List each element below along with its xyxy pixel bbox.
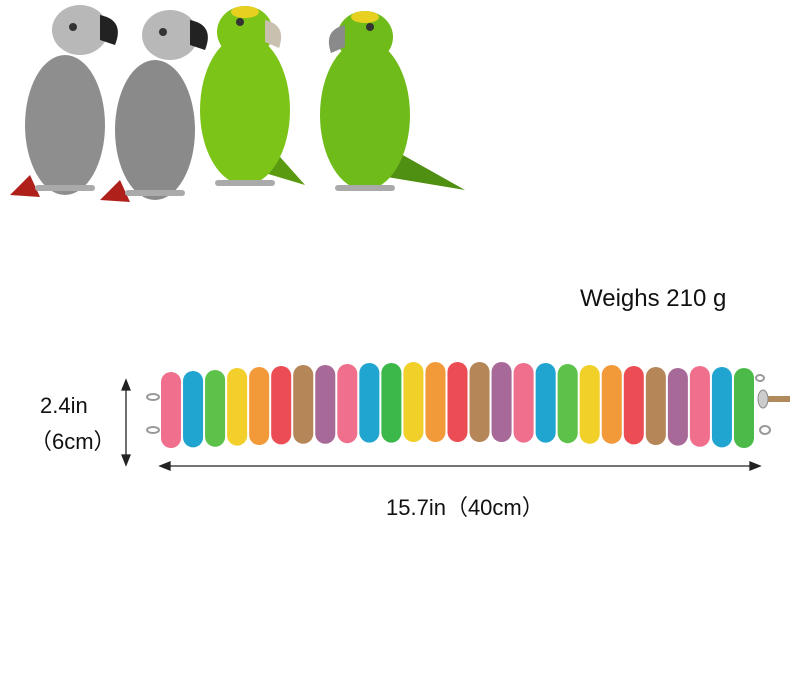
ladder-stick (623, 366, 644, 445)
ladder-stick (271, 366, 292, 445)
height-arrow (121, 378, 131, 467)
height-label-inches: 2.4in (40, 393, 88, 418)
ladder-stick (205, 370, 226, 447)
ladder-stick (579, 365, 600, 444)
parrot (100, 10, 208, 202)
parrot (10, 5, 118, 197)
ladder-stick (667, 368, 688, 446)
ladder-stick (491, 362, 512, 442)
ladder-stick (249, 367, 270, 445)
wing-nut-bolt (757, 389, 790, 409)
ladder-stick (227, 368, 248, 446)
ladder-stick (645, 367, 666, 445)
ladder-stick (557, 364, 578, 444)
parrot (320, 11, 465, 191)
width-label: 15.7in（40cm） (386, 495, 544, 520)
ladder-sticks (161, 362, 754, 448)
ladder-stick (469, 362, 490, 442)
ladder-stick (359, 363, 380, 443)
ladder-stick (711, 367, 732, 448)
ladder-stick (381, 363, 402, 443)
ladder-stick (601, 365, 622, 444)
width-arrow (158, 461, 762, 471)
weight-label: Weighs 210 g (580, 285, 727, 312)
ladder-stick (161, 372, 182, 448)
ladder-stick (403, 362, 424, 442)
ladder-stick (315, 365, 336, 444)
ladder-stick (447, 362, 468, 442)
height-label-cm: （6cm） (30, 429, 116, 454)
hooks (146, 374, 771, 435)
ladder-stick (293, 365, 314, 444)
ladder-stick (535, 363, 556, 443)
ladder-stick (183, 371, 204, 448)
ladder-stick (513, 363, 534, 443)
ladder-stick (689, 366, 710, 447)
parrots-photo (10, 5, 465, 202)
ladder-stick (337, 364, 358, 444)
ladder-stick (425, 362, 446, 442)
ladder-stick (733, 368, 754, 448)
parrot (200, 6, 305, 186)
